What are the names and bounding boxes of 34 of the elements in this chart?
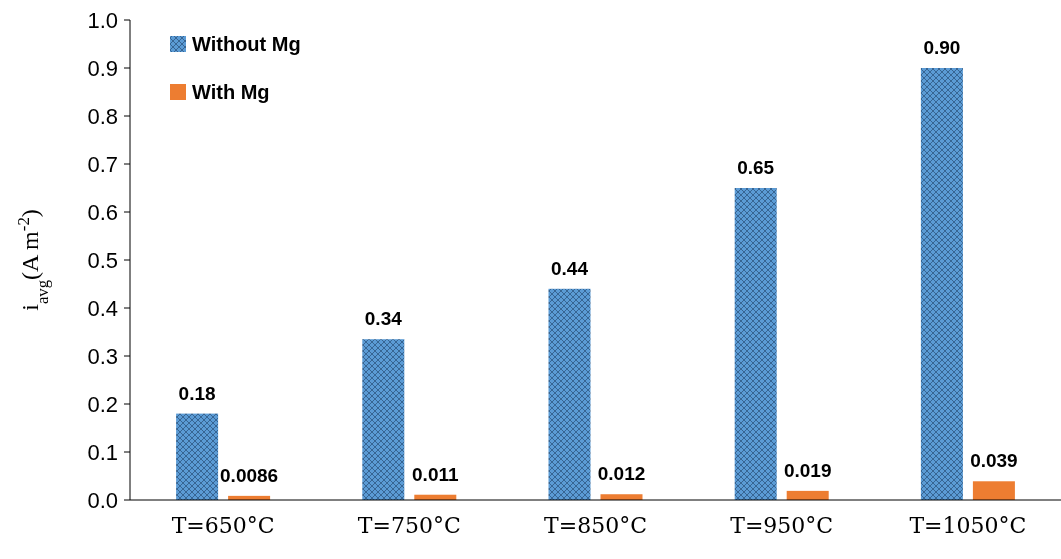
legend-label: Without Mg: [192, 33, 301, 55]
bar: [176, 413, 219, 500]
data-label: 0.019: [783, 459, 832, 481]
data-label: 0.34: [364, 308, 403, 330]
y-tick-label: 0.2: [87, 391, 118, 417]
bar: [972, 481, 1015, 500]
x-tick-label: T=850°C: [544, 513, 647, 538]
data-label: 0.18: [178, 382, 216, 404]
legend-label: With Mg: [192, 81, 270, 103]
x-tick-label: T=750°C: [357, 513, 461, 538]
x-tick-label: T=950°C: [730, 513, 834, 538]
data-label: 0.0086: [220, 464, 279, 486]
bar: [734, 188, 777, 500]
y-tick-label: 0.6: [87, 199, 118, 225]
y-tick-label: 0.4: [87, 295, 118, 321]
y-tick-label: 0.7: [87, 151, 118, 177]
y-tick-label: 0.9: [87, 55, 118, 81]
y-tick-label: 0.5: [87, 247, 118, 273]
data-label: 0.012: [597, 463, 646, 485]
data-label: 0.011: [412, 463, 459, 485]
x-tick-label: T=1050°C: [909, 513, 1027, 538]
bar: [548, 288, 591, 500]
data-label: 0.90: [923, 37, 961, 58]
bar: [362, 339, 405, 500]
y-tick-label: 0.3: [87, 343, 118, 369]
bar: [920, 68, 963, 500]
y-tick-label: 0.8: [87, 103, 118, 129]
y-tick-label: 1.0: [87, 7, 118, 33]
data-label: 0.65: [737, 157, 775, 178]
data-label: 0.039: [970, 450, 1018, 472]
x-tick-label: T=650°C: [171, 513, 275, 538]
y-tick-label: 0.1: [87, 439, 118, 465]
data-label: 0.44: [551, 257, 589, 279]
y-tick-label: 0.0: [87, 487, 118, 513]
